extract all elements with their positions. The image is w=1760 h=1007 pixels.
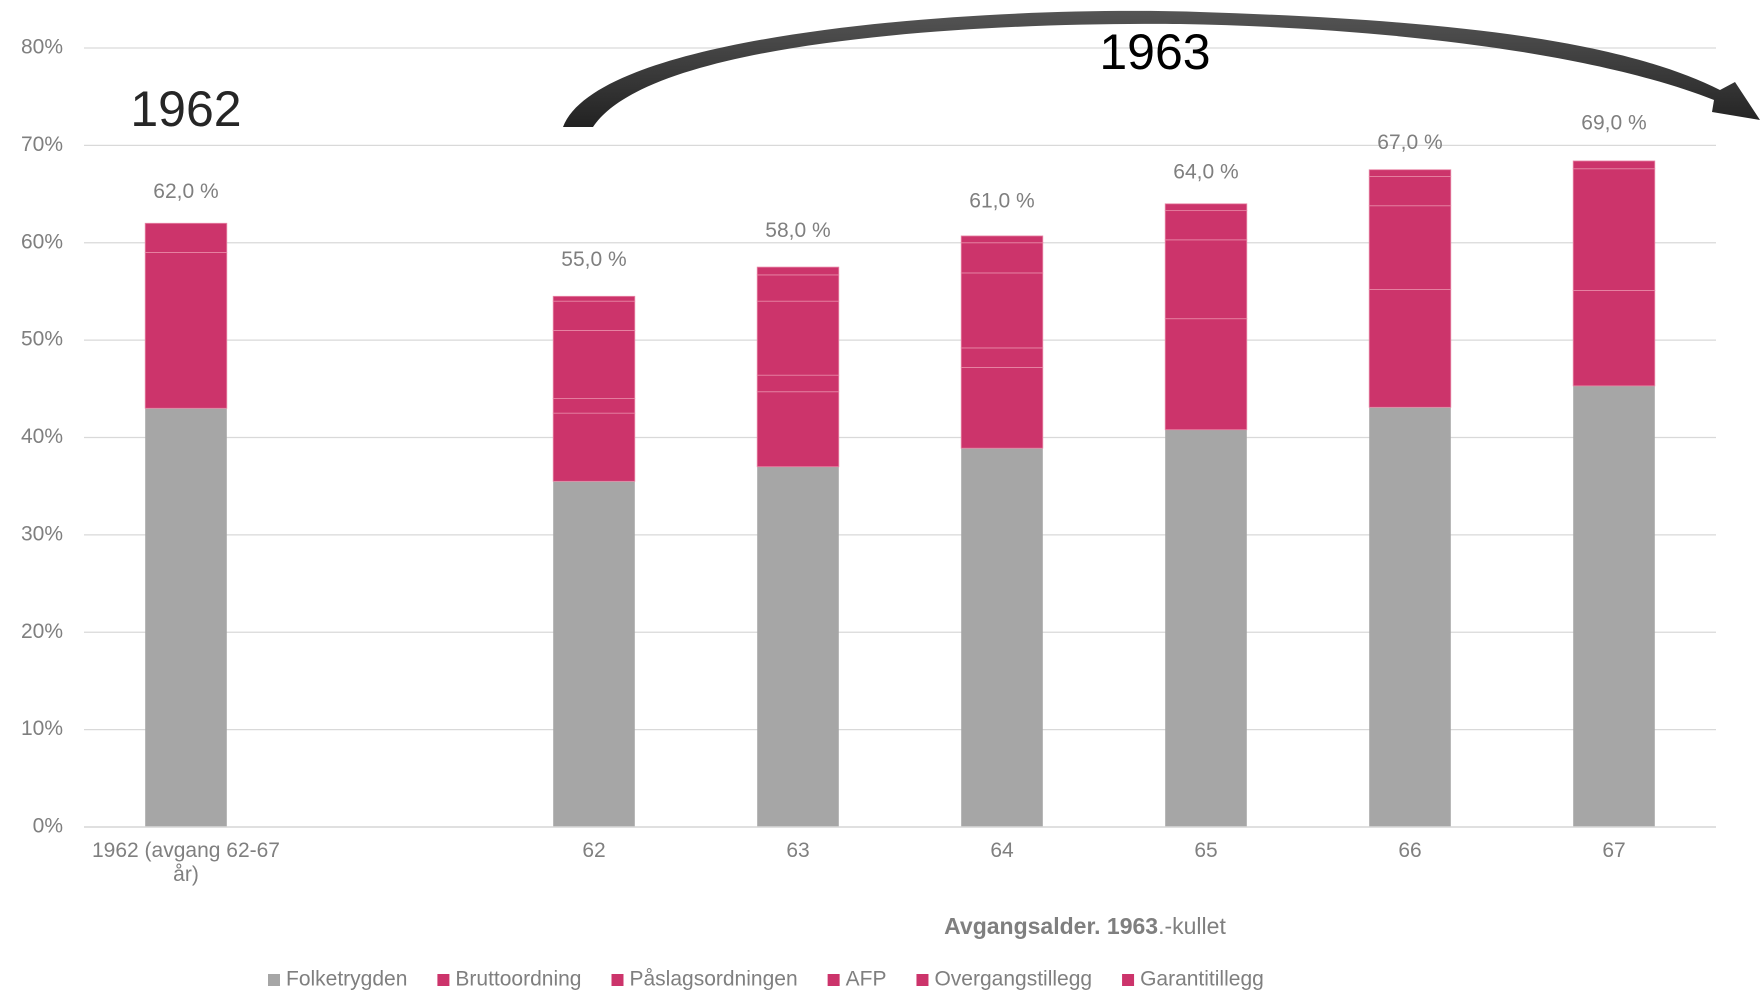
bar-segment (552, 412, 636, 482)
y-tick-label: 60% (21, 230, 63, 253)
x-tick-label: 66 (1398, 839, 1422, 862)
bar-segment (552, 300, 636, 331)
bar-segment (1164, 203, 1248, 212)
bar-segment (144, 252, 228, 409)
arrow (563, 10, 1760, 127)
total-label: 55,0 % (561, 248, 626, 271)
x-tick-label: 63 (786, 839, 810, 862)
bar-segment (960, 242, 1044, 274)
legend-label: Bruttoordning (455, 968, 581, 991)
bar-segment (1368, 169, 1452, 177)
x-tick-label-box: 65 (1194, 839, 1218, 862)
bar-segment (1368, 289, 1452, 408)
bar-segment (756, 300, 840, 376)
legend-label: Overgangstillegg (934, 968, 1092, 991)
legend-swatch (916, 974, 929, 986)
x-tick-label: 64 (990, 839, 1014, 862)
bar-segment (552, 295, 636, 302)
x-tick-label: 62 (582, 839, 606, 862)
bar-segment (1369, 407, 1451, 827)
bar-segment (145, 408, 227, 827)
x-tick-label: 65 (1194, 839, 1218, 862)
x-tick-label-box: 66 (1398, 839, 1422, 862)
bar-segment (144, 222, 228, 253)
x-tick-label-box: 1962 (avgang 62-67 år) (92, 839, 280, 886)
bar-segment (1368, 205, 1452, 290)
bar-segment (553, 481, 635, 827)
x-tick-label: 1962 (avgang 62-67 år) (92, 839, 280, 886)
x-tick-label-box: 67 (1602, 839, 1626, 862)
x-axis-title-bold: Avgangsalder. 1963 (944, 913, 1158, 939)
legend-label: Påslagsordningen (630, 968, 798, 991)
bar-segment (756, 374, 840, 393)
bar-segment (960, 272, 1044, 349)
bar-segment (1164, 210, 1248, 241)
bar-segment (961, 448, 1043, 827)
annotation: 1963 (1099, 24, 1210, 80)
legend-label: Folketrygden (286, 968, 407, 991)
legend-label: Garantitillegg (1140, 968, 1264, 991)
y-tick-label: 0% (33, 815, 63, 838)
bar-segment (1164, 239, 1248, 320)
bar-segment (756, 274, 840, 302)
total-label: 67,0 % (1377, 131, 1442, 154)
y-tick-label: 10% (21, 717, 63, 740)
y-tick-label: 30% (21, 522, 63, 545)
y-tick-label: 80% (21, 36, 63, 59)
bar-segment (960, 347, 1044, 368)
bar-segment (756, 266, 840, 276)
bar-segment (757, 466, 839, 827)
bar-segment (756, 391, 840, 468)
x-tick-label-box: 63 (786, 839, 810, 862)
legend-swatch (611, 974, 624, 986)
bar-segment (1572, 160, 1656, 170)
legend-swatch (827, 974, 840, 986)
bar-segment (1572, 290, 1656, 387)
total-label: 62,0 % (153, 180, 218, 203)
bar-segment (1573, 385, 1655, 827)
x-tick-label-box: 64 (990, 839, 1014, 862)
annotation: 1962 (130, 81, 241, 137)
bar-segment (960, 366, 1044, 449)
total-label: 58,0 % (765, 219, 830, 242)
bar-segment (552, 329, 636, 399)
x-tick-label-box: 62 (582, 839, 606, 862)
x-axis-title: Avgangsalder. 1963.-kullet (944, 913, 1226, 939)
x-axis-title-rest: .-kullet (1158, 913, 1226, 939)
bar-segment (960, 235, 1044, 244)
legend-swatch (437, 974, 450, 986)
legend-label: AFP (846, 968, 887, 991)
y-tick-label: 40% (21, 425, 63, 448)
y-tick-label: 50% (21, 328, 63, 351)
legend-swatch (1122, 974, 1135, 986)
bar-segment (1368, 176, 1452, 207)
x-tick-label: 67 (1602, 839, 1626, 862)
bar-segment (1572, 168, 1656, 291)
total-label: 69,0 % (1581, 112, 1646, 135)
total-label: 61,0 % (969, 190, 1034, 213)
bar-segment (1164, 318, 1248, 431)
legend-swatch (268, 974, 280, 986)
total-label: 64,0 % (1173, 160, 1238, 183)
bar-segment (552, 398, 636, 414)
y-tick-label: 20% (21, 620, 63, 643)
bar-segment (1165, 429, 1247, 827)
y-tick-label: 70% (21, 133, 63, 156)
